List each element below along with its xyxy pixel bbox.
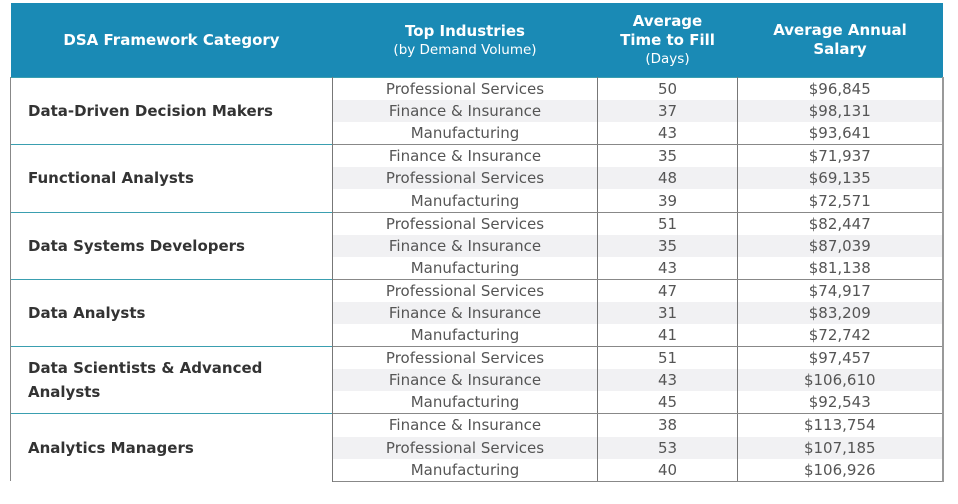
- header-time-line2: Time to Fill: [620, 31, 715, 49]
- header-industries-label: Top Industries: [405, 21, 525, 40]
- header-category-label: DSA Framework Category: [63, 30, 280, 49]
- days-cell: 48: [597, 167, 738, 190]
- table-row: Manufacturing 40 $106,926: [11, 458, 944, 482]
- days-cell: 31: [597, 301, 738, 325]
- table-row: Analytics Managers Finance & Insurance 38 $…: [10, 413, 944, 482]
- industry-cell: Finance & Insurance: [332, 369, 598, 392]
- salary-cell: $98,131: [737, 100, 944, 123]
- days-cell: 43: [597, 122, 738, 146]
- table-row: Manufacturing 41 $72,742: [11, 324, 944, 348]
- industry-cell: Manufacturing: [332, 189, 598, 213]
- industry-cell: Manufacturing: [332, 458, 598, 482]
- salary-cell: $92,543: [737, 391, 944, 415]
- industry-cell: Finance & Insurance: [332, 301, 598, 325]
- salary-cell: $96,845: [737, 77, 944, 101]
- table-row: Manufacturing 43 $81,138: [11, 256, 944, 280]
- salary-cell: $72,571: [737, 189, 944, 213]
- table-row: Manufacturing 45 $92,543: [11, 391, 944, 415]
- category-cell: Data Analysts: [10, 278, 333, 347]
- days-cell: 43: [597, 369, 738, 392]
- salary-cell: $97,457: [737, 346, 944, 370]
- salary-cell: $113,754: [737, 413, 944, 437]
- table-row: Manufacturing 39 $72,571: [11, 189, 944, 213]
- days-cell: 40: [597, 458, 738, 482]
- industry-cell: Manufacturing: [332, 324, 598, 348]
- table-row: Professional Services 48 $69,135: [11, 167, 944, 190]
- header-row: DSA Framework Category Top Industries (by…: [10, 3, 943, 78]
- category-cell: Data-Driven Decision Makers: [10, 76, 333, 145]
- table-row: Finance & Insurance 35 $87,039: [11, 234, 944, 257]
- header-time-sub: (Days): [645, 51, 690, 67]
- industry-cell: Manufacturing: [332, 256, 598, 280]
- header-industries: Top Industries (by Demand Volume): [332, 3, 598, 78]
- table-row: Finance & Insurance 31 $83,209: [11, 301, 944, 325]
- salary-cell: $93,641: [737, 122, 944, 146]
- category-cell: Analytics Managers: [10, 413, 333, 482]
- header-salary-line1: Average Annual: [773, 21, 907, 39]
- table-row: Finance & Insurance 37 $98,131: [11, 100, 944, 123]
- table-row: Data-Driven Decision Makers Professional …: [10, 76, 944, 145]
- salary-cell: $82,447: [737, 211, 944, 235]
- salary-cell: $106,610: [737, 369, 944, 392]
- industry-cell: Professional Services: [332, 211, 598, 235]
- days-cell: 50: [597, 77, 738, 101]
- table-row: Finance & Insurance 43 $106,610: [11, 369, 944, 392]
- header-time-line1: Average: [632, 12, 703, 30]
- salary-cell: $71,937: [737, 144, 944, 168]
- industry-cell: Finance & Insurance: [332, 234, 598, 257]
- salary-cell: $107,185: [737, 436, 944, 459]
- table-row: Data Scientists & Advanced Analysts Profe…: [10, 346, 944, 414]
- table-row: Data Analysts Professional Services 47 $74,…: [10, 278, 944, 347]
- category-cell: Data Systems Developers: [10, 211, 333, 280]
- industry-cell: Professional Services: [332, 278, 598, 302]
- industry-cell: Finance & Insurance: [332, 144, 598, 168]
- industry-cell: Finance & Insurance: [332, 413, 598, 437]
- salary-cell: $83,209: [737, 301, 944, 325]
- salary-cell: $69,135: [737, 167, 944, 190]
- header-salary: Average Annual Salary: [737, 3, 943, 78]
- days-cell: 45: [597, 391, 738, 415]
- industry-cell: Finance & Insurance: [332, 100, 598, 123]
- table-row: Functional Analysts Finance & Insurance 35…: [10, 144, 944, 213]
- industry-cell: Professional Services: [332, 346, 598, 370]
- days-cell: 35: [597, 144, 738, 168]
- header-time: Average Time to Fill (Days): [597, 3, 738, 78]
- days-cell: 51: [597, 211, 738, 235]
- dsa-table: DSA Framework Category Top Industries (by…: [10, 3, 944, 482]
- category-cell: Functional Analysts: [10, 144, 333, 213]
- industry-cell: Professional Services: [332, 77, 598, 101]
- table-row: Professional Services 53 $107,185: [11, 436, 944, 459]
- salary-cell: $106,926: [737, 458, 944, 482]
- industry-cell: Professional Services: [332, 436, 598, 459]
- days-cell: 39: [597, 189, 738, 213]
- header-industries-sub: (by Demand Volume): [393, 41, 537, 58]
- industry-cell: Professional Services: [332, 167, 598, 190]
- days-cell: 35: [597, 234, 738, 257]
- header-category: DSA Framework Category: [10, 3, 333, 78]
- days-cell: 43: [597, 256, 738, 280]
- industry-cell: Manufacturing: [332, 391, 598, 415]
- salary-cell: $74,917: [737, 278, 944, 302]
- industry-cell: Manufacturing: [332, 122, 598, 146]
- table-row: Data Systems Developers Professional Serv…: [10, 211, 944, 280]
- days-cell: 37: [597, 100, 738, 123]
- salary-cell: $87,039: [737, 234, 944, 257]
- days-cell: 41: [597, 324, 738, 348]
- days-cell: 51: [597, 346, 738, 370]
- days-cell: 47: [597, 278, 738, 302]
- days-cell: 38: [597, 413, 738, 437]
- salary-cell: $81,138: [737, 256, 944, 280]
- header-salary-line2: Salary: [813, 40, 867, 58]
- days-cell: 53: [597, 436, 738, 459]
- category-cell: Data Scientists & Advanced Analysts: [10, 346, 333, 414]
- salary-cell: $72,742: [737, 324, 944, 348]
